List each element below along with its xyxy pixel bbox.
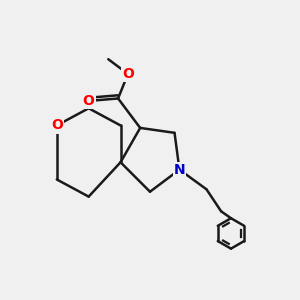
- Text: N: N: [174, 163, 185, 177]
- Text: O: O: [51, 118, 63, 133]
- Text: O: O: [83, 94, 94, 108]
- Text: O: O: [122, 67, 134, 81]
